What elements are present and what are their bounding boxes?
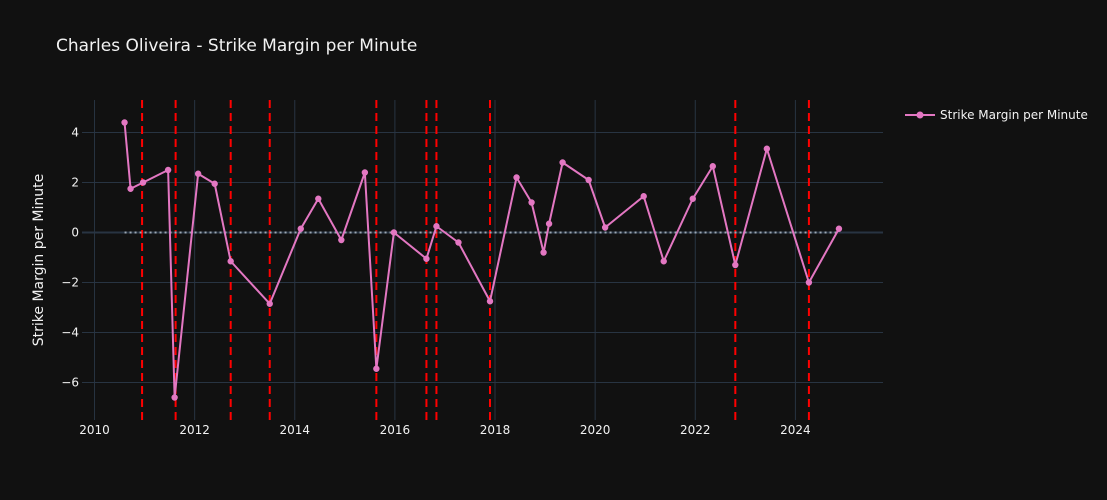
- y-tick-label: 2: [71, 176, 79, 190]
- y-tick-label: −4: [61, 326, 79, 340]
- data-point: [455, 239, 462, 246]
- data-point: [315, 195, 322, 202]
- data-point: [361, 169, 369, 176]
- x-tick-label: 2022: [680, 423, 711, 437]
- data-point: [689, 195, 696, 202]
- data-point: [390, 229, 398, 236]
- data-point: [805, 279, 813, 286]
- data-point: [528, 199, 535, 206]
- data-point: [732, 261, 739, 269]
- data-point: [513, 174, 520, 181]
- data-point: [127, 185, 134, 192]
- y-tick-label: −2: [61, 276, 79, 290]
- data-point: [835, 225, 843, 232]
- data-point: [545, 220, 553, 227]
- legend-marker: [916, 111, 924, 119]
- x-tick-label: 2012: [179, 423, 210, 437]
- data-point: [338, 236, 345, 244]
- x-tick-label: 2014: [279, 423, 310, 437]
- data-point: [601, 224, 609, 231]
- data-point: [640, 193, 647, 200]
- x-tick-label: 2016: [380, 423, 411, 437]
- series: [121, 119, 843, 401]
- data-point: [227, 258, 234, 265]
- x-tick-label: 2020: [580, 423, 611, 437]
- data-point: [486, 298, 494, 305]
- y-tick-label: 0: [71, 226, 79, 240]
- data-point: [423, 255, 430, 262]
- x-tick-label: 2018: [480, 423, 511, 437]
- y-tick-label: 4: [71, 126, 79, 140]
- data-point: [763, 145, 771, 152]
- data-point: [194, 170, 202, 177]
- data-point: [171, 394, 178, 401]
- x-tick-label: 2010: [79, 423, 110, 437]
- data-point: [297, 225, 304, 232]
- x-tick-label: 2024: [780, 423, 811, 437]
- data-point: [660, 258, 667, 265]
- data-point: [164, 166, 172, 174]
- y-axis-label: Strike Margin per Minute: [31, 174, 47, 346]
- chart-title: Charles Oliveira - Strike Margin per Min…: [56, 36, 417, 56]
- data-point: [585, 176, 592, 184]
- x-axis: 2010 2012 2014 2016 2018 2020 2022 2024: [79, 423, 810, 437]
- data-point: [211, 180, 218, 187]
- data-point: [559, 159, 566, 166]
- data-point: [266, 300, 273, 307]
- y-tick-label: −6: [61, 376, 79, 390]
- data-point: [709, 163, 716, 170]
- legend[interactable]: Strike Margin per Minute: [905, 108, 1088, 122]
- data-point: [540, 249, 547, 256]
- data-point: [121, 119, 128, 126]
- y-axis: −6 −4 −2 0 2 4: [61, 126, 79, 390]
- legend-label: Strike Margin per Minute: [940, 108, 1088, 122]
- series-line: [123, 122, 840, 399]
- data-point: [433, 223, 440, 230]
- data-point: [373, 365, 380, 372]
- data-point: [139, 179, 147, 186]
